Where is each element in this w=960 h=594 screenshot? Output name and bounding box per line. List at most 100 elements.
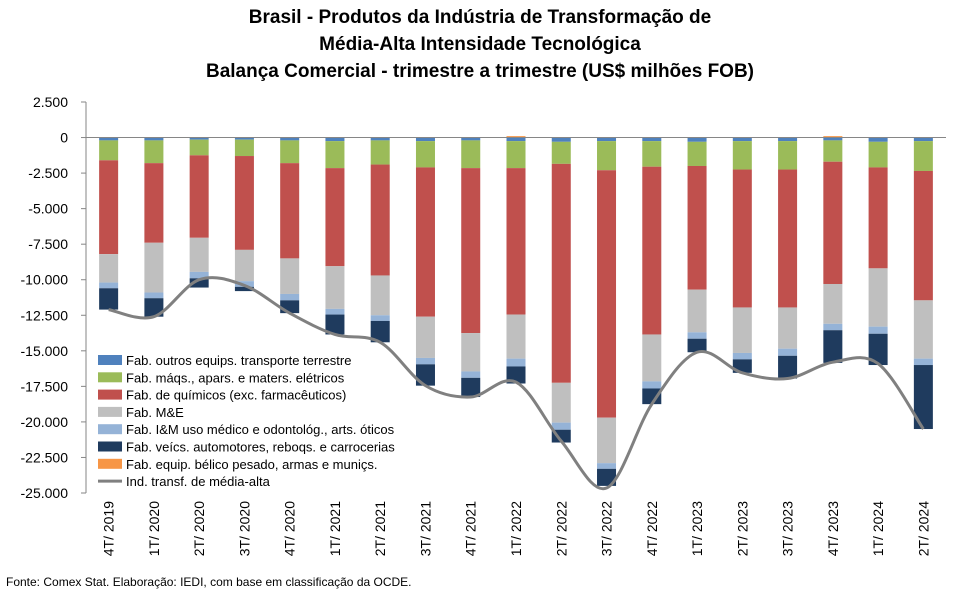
- bar-fab-de-quimicos-exc-farmaceuticos-1t-2024: [868, 167, 888, 269]
- x-tick-label-1t-2020: 1T/ 2020: [146, 501, 162, 556]
- legend-label-fab-equip-belico-pesado-armas-e-munics: Fab. equip. bélico pesado, armas e muniç…: [126, 457, 377, 472]
- bar-fab-veics-automotores-reboqs-e-carrocerias-2t-2024: [913, 365, 933, 430]
- y-tick-label: 0: [60, 130, 68, 146]
- legend: Fab. outros equips. transporte terrestre…: [98, 353, 395, 489]
- chart-title-line-2: Média-Alta Intensidade Tecnológica: [319, 34, 641, 55]
- bar-fab-veics-automotores-reboqs-e-carrocerias-1t-2020: [144, 298, 164, 317]
- bar-fab-de-quimicos-exc-farmaceuticos-4t-2019: [99, 160, 119, 255]
- bar-fab-m-e-2t-2023: [732, 307, 752, 353]
- bar-fab-veics-automotores-reboqs-e-carrocerias-4t-2023: [823, 330, 843, 363]
- source-note: Fonte: Comex Stat. Elaboração: IEDI, com…: [6, 575, 412, 589]
- x-tick-label-2t-2021: 2T/ 2021: [372, 501, 388, 556]
- y-tick-label: -2.500: [28, 165, 68, 181]
- bar-fab-i-m-uso-medico-e-odontolog-arts-oticos-2t-2020: [189, 271, 209, 279]
- legend-label-fab-veics-automotores-reboqs-e-carrocerias: Fab. veícs. automotores, reboqs. e carro…: [126, 440, 395, 455]
- bar-fab-maqs-apars-e-maters-eletricos-2t-2022: [551, 141, 571, 164]
- bar-fab-m-e-4t-2022: [642, 334, 662, 382]
- bar-fab-de-quimicos-exc-farmaceuticos-3t-2021: [415, 167, 435, 317]
- bar-fab-outros-equips-transporte-terrestre-2t-2020: [189, 137, 209, 140]
- bar-fab-veics-automotores-reboqs-e-carrocerias-2t-2020: [189, 278, 209, 288]
- bar-fab-maqs-apars-e-maters-eletricos-1t-2020: [144, 140, 164, 164]
- bar-fab-veics-automotores-reboqs-e-carrocerias-2t-2021: [370, 320, 390, 343]
- x-axis-ticks: 4T/ 2019 1T/ 2020 2T/ 2020 3T/ 2020 4T/ 2020…: [101, 501, 932, 556]
- bar-fab-outros-equips-transporte-terrestre-4t-2020: [280, 137, 300, 141]
- x-tick-label-2t-2022: 2T/ 2022: [553, 501, 569, 556]
- legend-swatch-fab-m-e: [98, 406, 122, 417]
- bar-fab-outros-equips-transporte-terrestre-2t-2023: [732, 137, 752, 142]
- bar-fab-de-quimicos-exc-farmaceuticos-2t-2020: [189, 155, 209, 238]
- x-tick-label-1t-2022: 1T/ 2022: [508, 501, 524, 556]
- bar-fab-de-quimicos-exc-farmaceuticos-3t-2022: [597, 170, 617, 418]
- bar-fab-outros-equips-transporte-terrestre-1t-2021: [325, 137, 345, 142]
- bar-fab-outros-equips-transporte-terrestre-2t-2021: [370, 137, 390, 141]
- bar-fab-i-m-uso-medico-e-odontolog-arts-oticos-4t-2020: [280, 293, 300, 301]
- y-tick-label: -25.000: [21, 485, 69, 501]
- bar-fab-m-e-1t-2023: [687, 289, 707, 333]
- bar-fab-m-e-2t-2024: [913, 300, 933, 359]
- bar-fab-outros-equips-transporte-terrestre-4t-2019: [99, 137, 119, 141]
- legend-swatch-fab-i-m-uso-medico-e-odontolog-arts-oticos: [98, 424, 122, 435]
- bar-fab-m-e-4t-2021: [461, 333, 481, 372]
- bar-fab-veics-automotores-reboqs-e-carrocerias-4t-2022: [642, 388, 662, 405]
- bar-fab-veics-automotores-reboqs-e-carrocerias-3t-2020: [234, 286, 254, 292]
- bar-fab-m-e-2t-2021: [370, 275, 390, 316]
- bar-fab-de-quimicos-exc-farmaceuticos-2t-2024: [913, 170, 933, 301]
- bar-fab-de-quimicos-exc-farmaceuticos-3t-2020: [234, 156, 254, 250]
- bar-fab-veics-automotores-reboqs-e-carrocerias-1t-2024: [868, 333, 888, 366]
- legend-swatch-fab-outros-equips-transporte-terrestre: [98, 355, 122, 365]
- y-tick-label: -20.000: [21, 414, 69, 430]
- y-tick-label: -17.500: [21, 378, 69, 394]
- bar-fab-i-m-uso-medico-e-odontolog-arts-oticos-3t-2022: [597, 463, 617, 469]
- bar-fab-de-quimicos-exc-farmaceuticos-1t-2021: [325, 168, 345, 267]
- bar-group: [99, 136, 933, 486]
- legend-swatch-fab-de-quimicos-exc-farmaceuticos: [98, 389, 122, 400]
- legend-swatch-fab-veics-automotores-reboqs-e-carrocerias: [98, 441, 122, 452]
- y-tick-label: -7.500: [28, 236, 68, 252]
- y-tick-label: -5.000: [28, 201, 68, 217]
- legend-label-fab-m-e: Fab. M&E: [126, 405, 184, 420]
- axes: [85, 102, 946, 493]
- legend-label-ind-transf-de-media-alta: Ind. transf. de média-alta: [126, 474, 271, 489]
- legend-label-fab-de-quimicos-exc-farmaceuticos: Fab. de químicos (exc. farmacêuticos): [126, 388, 346, 403]
- bar-fab-de-quimicos-exc-farmaceuticos-1t-2022: [506, 168, 526, 315]
- bar-fab-veics-automotores-reboqs-e-carrocerias-1t-2023: [687, 338, 707, 353]
- bar-fab-maqs-apars-e-maters-eletricos-1t-2021: [325, 141, 345, 169]
- line-series-group: [108, 276, 925, 491]
- x-tick-label-2t-2020: 2T/ 2020: [191, 501, 207, 556]
- chart-title-line-3: Balança Comercial - trimestre a trimestr…: [205, 61, 755, 82]
- bar-fab-outros-equips-transporte-terrestre-1t-2022: [506, 137, 526, 142]
- bar-fab-maqs-apars-e-maters-eletricos-2t-2024: [913, 141, 933, 171]
- bar-fab-i-m-uso-medico-e-odontolog-arts-oticos-1t-2020: [144, 292, 164, 299]
- bar-fab-i-m-uso-medico-e-odontolog-arts-oticos-1t-2022: [506, 358, 526, 367]
- bar-fab-de-quimicos-exc-farmaceuticos-1t-2023: [687, 165, 707, 290]
- bar-fab-maqs-apars-e-maters-eletricos-1t-2022: [506, 141, 526, 169]
- bar-fab-maqs-apars-e-maters-eletricos-3t-2023: [778, 141, 798, 170]
- y-tick-label: -15.000: [21, 343, 69, 359]
- bar-fab-veics-automotores-reboqs-e-carrocerias-3t-2022: [597, 468, 617, 486]
- legend-label-fab-i-m-uso-medico-e-odontolog-arts-oticos: Fab. I&M uso médico e odontológ., arts. …: [126, 422, 395, 437]
- bar-fab-m-e-3t-2020: [234, 249, 254, 282]
- y-tick-label: -12.500: [21, 307, 69, 323]
- bar-fab-maqs-apars-e-maters-eletricos-2t-2020: [189, 139, 209, 156]
- x-tick-label-2t-2023: 2T/ 2023: [734, 501, 750, 556]
- x-tick-label-1t-2023: 1T/ 2023: [689, 501, 705, 556]
- bar-fab-i-m-uso-medico-e-odontolog-arts-oticos-4t-2022: [642, 381, 662, 389]
- bar-fab-equip-belico-pesado-armas-e-munics-1t-2022: [506, 136, 526, 138]
- bar-fab-i-m-uso-medico-e-odontolog-arts-oticos-3t-2021: [415, 357, 435, 365]
- bar-fab-m-e-4t-2023: [823, 283, 843, 324]
- x-tick-label-3t-2021: 3T/ 2021: [417, 501, 433, 556]
- bar-fab-i-m-uso-medico-e-odontolog-arts-oticos-4t-2021: [461, 371, 481, 378]
- x-tick-label-4t-2023: 4T/ 2023: [825, 501, 841, 556]
- bar-fab-equip-belico-pesado-armas-e-munics-4t-2023: [823, 136, 843, 138]
- x-tick-label-4t-2022: 4T/ 2022: [644, 501, 660, 556]
- bar-fab-i-m-uso-medico-e-odontolog-arts-oticos-2t-2024: [913, 358, 933, 366]
- legend-label-fab-outros-equips-transporte-terrestre: Fab. outros equips. transporte terrestre: [126, 353, 351, 368]
- bar-fab-i-m-uso-medico-e-odontolog-arts-oticos-4t-2019: [99, 282, 119, 289]
- bar-fab-maqs-apars-e-maters-eletricos-4t-2020: [280, 140, 300, 164]
- y-tick-label: -22.500: [21, 449, 69, 465]
- bar-fab-veics-automotores-reboqs-e-carrocerias-4t-2020: [280, 300, 300, 314]
- bar-fab-de-quimicos-exc-farmaceuticos-4t-2023: [823, 161, 843, 284]
- chart-title-line-1: Brasil - Produtos da Indústria de Transf…: [248, 7, 712, 28]
- bar-fab-i-m-uso-medico-e-odontolog-arts-oticos-2t-2023: [732, 352, 752, 360]
